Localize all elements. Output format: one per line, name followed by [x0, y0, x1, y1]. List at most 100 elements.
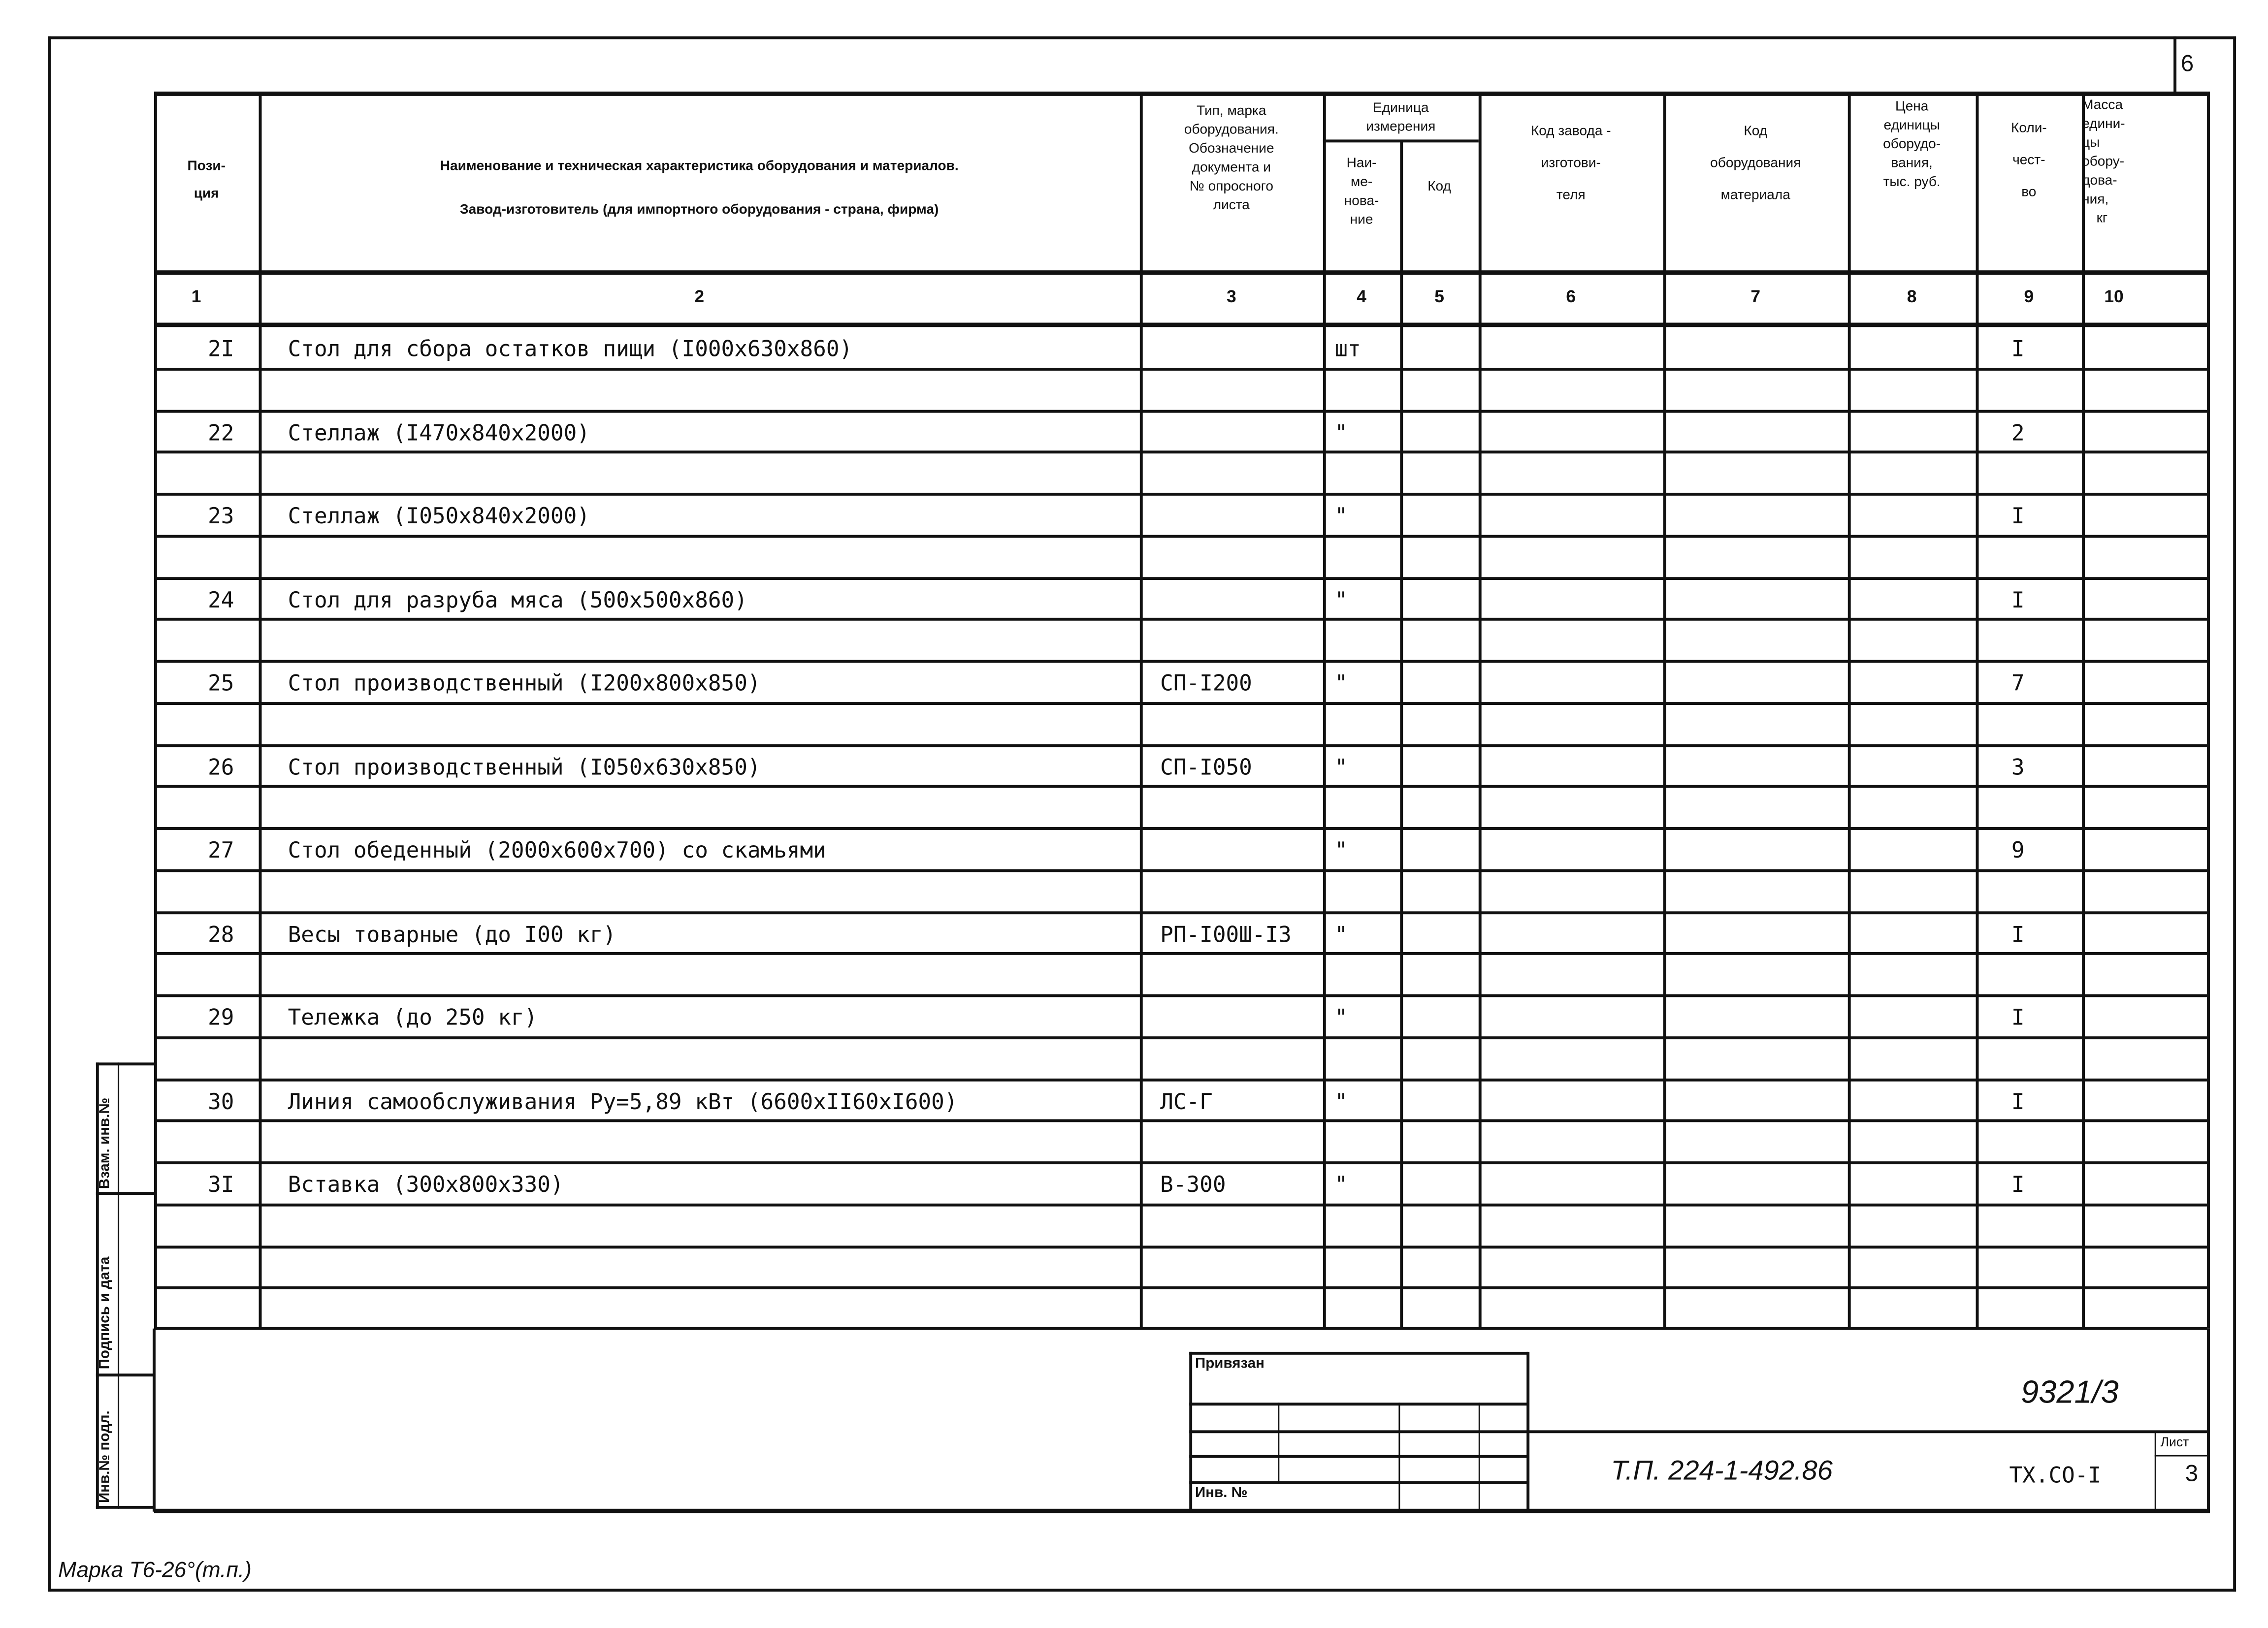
row-position: 23: [208, 503, 234, 529]
row-position: 26: [208, 753, 234, 780]
row-quantity: I: [2011, 586, 2025, 613]
row-divider: [154, 534, 2207, 538]
row-quantity: 9: [2011, 837, 2025, 863]
row-name: Вставка (300x800x330): [288, 1171, 564, 1198]
row-unit: ": [1334, 670, 1348, 697]
row-divider: [154, 1286, 2207, 1290]
order-number: 9321/3: [2021, 1373, 2119, 1410]
header-type: Тип, марка оборудования. Обозначение докуме…: [1184, 103, 1279, 214]
row-quantity: I: [2011, 1171, 2025, 1198]
row-unit: ": [1334, 1171, 1348, 1198]
row-position: 3I: [208, 1171, 234, 1198]
header-text: ция: [194, 186, 219, 202]
header-mass: Масса едини-цы обору-дова-ния, кг: [2082, 97, 2125, 227]
row-name: Стеллаж (I470x840x2000): [288, 419, 590, 446]
row-quantity: I: [2011, 503, 2025, 529]
row-name: Стеллаж (I050x840x2000): [288, 503, 590, 529]
row-type: СП-I200: [1160, 670, 1252, 697]
row-name: Тележка (до 250 кг): [288, 1004, 538, 1031]
column-number: 3: [1226, 286, 1236, 307]
header-text: Пози-: [187, 158, 226, 175]
row-quantity: I: [2011, 336, 2025, 362]
row-name: Стол для сбора остатков пищи (I000x630x8…: [288, 336, 853, 362]
row-type: СП-I050: [1160, 753, 1252, 780]
row-position: 25: [208, 670, 234, 697]
column-divider: [259, 92, 262, 1329]
row-name: Стол для разруба мяса (500x500x860): [288, 586, 747, 613]
row-quantity: I: [2011, 921, 2025, 947]
header-text: Наименование и техническая характеристик…: [440, 158, 959, 175]
row-position: 24: [208, 586, 234, 613]
column-number: 8: [1907, 286, 1917, 307]
column-divider: [2207, 92, 2210, 1329]
row-unit: ": [1334, 1088, 1348, 1115]
column-number: 2: [694, 286, 705, 307]
column-divider: [2082, 92, 2085, 1329]
row-divider: [154, 576, 2207, 579]
document-code: Т.П. 224-1-492.86: [1611, 1456, 1833, 1487]
row-unit: ": [1334, 837, 1348, 863]
column-number: 10: [2104, 286, 2124, 307]
row-unit: шт: [1334, 336, 1361, 362]
column-number: 7: [1750, 286, 1761, 307]
row-position: 28: [208, 921, 234, 947]
row-divider: [154, 1203, 2207, 1206]
row-type: В-300: [1160, 1171, 1226, 1198]
row-divider: [154, 409, 2207, 413]
row-divider: [154, 910, 2207, 914]
sheet-value: 3: [2185, 1462, 2199, 1487]
stamp-inv-label: Инв. №: [1195, 1485, 1248, 1502]
side-signature-date: Подпись и дата: [97, 1256, 114, 1370]
header-unit-group: Единица измерения: [1366, 100, 1436, 135]
row-divider: [154, 827, 2207, 830]
header-name: Наименование и техническая характеристик…: [259, 157, 1140, 220]
row-quantity: 7: [2011, 670, 2025, 697]
row-quantity: I: [2011, 1004, 2025, 1031]
column-divider: [154, 92, 157, 1329]
row-divider: [154, 660, 2207, 663]
row-unit: ": [1334, 1004, 1348, 1031]
header-equipment-code: Код оборудования материала: [1710, 123, 1801, 204]
column-number: 5: [1434, 286, 1444, 307]
row-divider: [154, 743, 2207, 747]
row-divider: [154, 618, 2207, 621]
row-unit: ": [1334, 753, 1348, 780]
row-divider: [154, 868, 2207, 872]
column-divider: [1323, 92, 1326, 1329]
row-quantity: 3: [2011, 753, 2025, 780]
row-unit: ": [1334, 419, 1348, 446]
side-replace-inv: Взам. инв.№: [97, 1097, 114, 1189]
row-name: Стол обеденный (2000x600x700) со скамьям…: [288, 837, 826, 863]
header-quantity: Коли-чест-во: [2010, 121, 2047, 201]
row-position: 22: [208, 419, 234, 446]
row-divider: [154, 1078, 2207, 1081]
header-price: Цена единицы оборудо-вания, тыс. руб.: [1883, 98, 1941, 191]
row-name: Стол производственный (I050x630x850): [288, 753, 761, 780]
row-divider: [154, 952, 2207, 956]
column-number: 1: [191, 286, 201, 307]
column-divider: [1400, 141, 1403, 1329]
column-number: 9: [2024, 286, 2034, 307]
header-unit-name: Наи-ме-нова-ние: [1344, 155, 1379, 228]
header-position: Пози-ция: [154, 157, 259, 203]
column-number: 6: [1566, 286, 1576, 307]
row-type: РП-I00Ш-I3: [1160, 921, 1292, 947]
column-divider: [1139, 92, 1143, 1329]
column-divider: [1976, 92, 1979, 1329]
row-divider: [154, 1119, 2207, 1123]
stamp-attached-label: Привязан: [1195, 1356, 1264, 1373]
row-name: Стол производственный (I200x800x850): [288, 670, 761, 697]
row-divider: [154, 1036, 2207, 1039]
row-position: 29: [208, 1004, 234, 1031]
sheet-number: 6: [2180, 52, 2194, 77]
row-position: 30: [208, 1088, 234, 1115]
column-divider: [1663, 92, 1666, 1329]
side-inv-orig: Инв.№ подл.: [97, 1410, 114, 1503]
row-unit: ": [1334, 921, 1348, 947]
header-unit-code: Код: [1427, 179, 1451, 195]
row-divider: [154, 702, 2207, 705]
row-position: 2I: [208, 336, 234, 362]
row-name: Линия самообслуживания Ру=5,89 кВт (6600…: [288, 1088, 958, 1115]
header-factory-code: Код завода - изготови-теля: [1530, 123, 1611, 204]
